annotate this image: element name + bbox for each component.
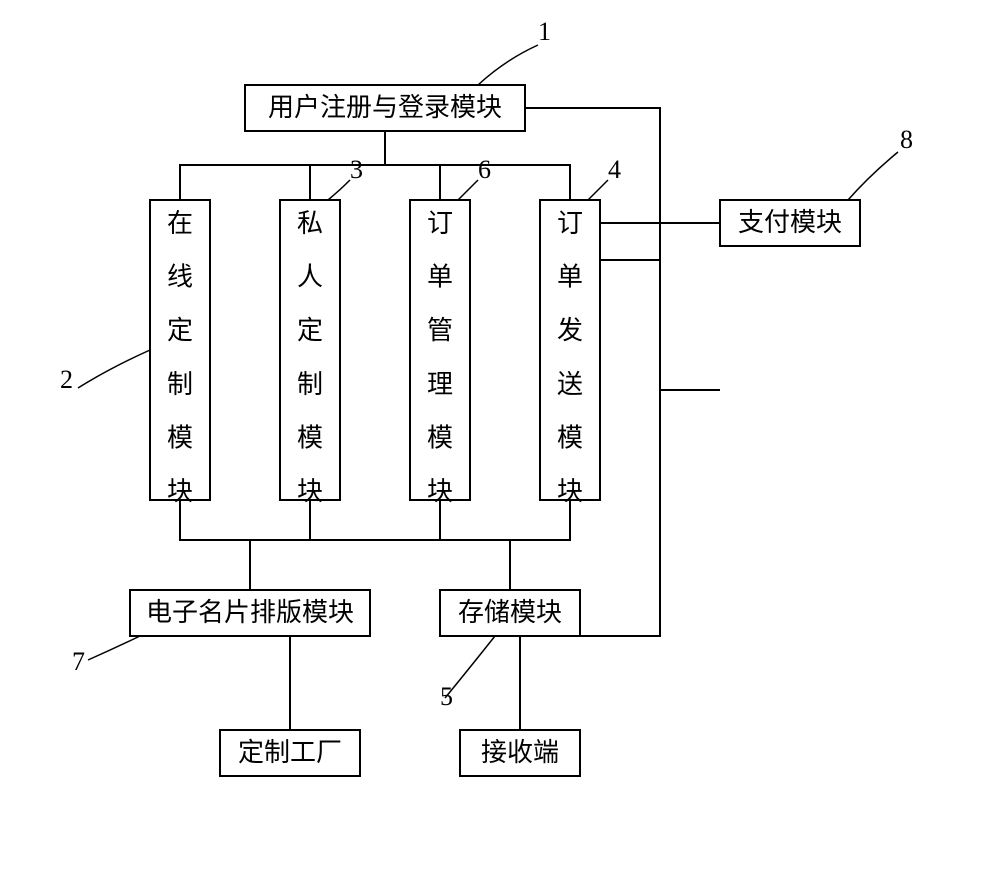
node-label-char: 制	[167, 370, 193, 399]
node-label-char: 在	[167, 209, 193, 238]
node-label: 接收端	[481, 738, 559, 767]
callout-number: 6	[478, 155, 491, 184]
node-n6: 订单管理模块订单管理模块	[0, 0, 470, 506]
leader-line	[458, 180, 478, 200]
node-n8: 支付模块	[720, 200, 860, 246]
node-label-char: 订	[427, 209, 453, 238]
leader-line	[88, 636, 140, 660]
node-box	[280, 200, 340, 500]
node-nR: 接收端	[460, 730, 580, 776]
node-label-char: 模	[557, 423, 583, 452]
diagram-canvas: 用户注册与登录模块在线定制模块在线定制模块私人定制模块私人定制模块订单管理模块订…	[0, 0, 1000, 870]
node-label-char: 私	[297, 209, 323, 238]
node-box	[540, 200, 600, 500]
callout-number: 5	[440, 682, 453, 711]
node-label: 存储模块	[458, 598, 562, 627]
node-n5: 存储模块	[440, 590, 580, 636]
callout-number: 1	[538, 17, 551, 46]
node-label-char: 制	[297, 370, 323, 399]
callout-number: 3	[350, 155, 363, 184]
leader-line	[478, 45, 538, 85]
node-label-char: 订	[557, 209, 583, 238]
node-label-char: 管	[427, 316, 453, 345]
node-n1: 用户注册与登录模块	[245, 85, 525, 131]
node-label: 电子名片排版模块	[146, 598, 354, 627]
callout-number: 8	[900, 125, 913, 154]
node-box	[410, 200, 470, 500]
node-label-char: 块	[557, 477, 583, 506]
connector	[385, 165, 440, 200]
node-label-char: 模	[297, 423, 323, 452]
node-label-char: 人	[297, 263, 323, 292]
node-label-char: 单	[427, 263, 453, 292]
node-n2: 在线定制模块在线定制模块	[0, 0, 210, 506]
leader-line	[78, 350, 150, 388]
node-label-char: 块	[167, 477, 193, 506]
node-label: 支付模块	[738, 208, 842, 237]
callout-number: 2	[60, 365, 73, 394]
node-label-char: 模	[167, 423, 193, 452]
node-label-char: 模	[427, 423, 453, 452]
leader-line	[848, 152, 898, 200]
node-label-char: 送	[557, 370, 583, 399]
node-nF: 定制工厂	[220, 730, 360, 776]
leader-line	[328, 180, 350, 200]
node-label: 定制工厂	[238, 738, 342, 767]
callout-number: 7	[72, 647, 85, 676]
node-label-char: 线	[167, 263, 193, 292]
nodes-layer: 用户注册与登录模块在线定制模块在线定制模块私人定制模块私人定制模块订单管理模块订…	[0, 0, 860, 776]
node-label-char: 理	[427, 370, 453, 399]
node-label-char: 发	[557, 316, 583, 345]
node-box	[150, 200, 210, 500]
node-label-char: 块	[297, 477, 323, 506]
node-label-char: 定	[167, 316, 193, 345]
node-label: 用户注册与登录模块	[268, 93, 502, 122]
leader-line	[588, 180, 608, 200]
node-label-char: 单	[557, 263, 583, 292]
callout-number: 4	[608, 155, 621, 184]
node-n7: 电子名片排版模块	[130, 590, 370, 636]
node-label-char: 块	[427, 477, 453, 506]
connector	[180, 500, 570, 540]
node-label-char: 定	[297, 316, 323, 345]
